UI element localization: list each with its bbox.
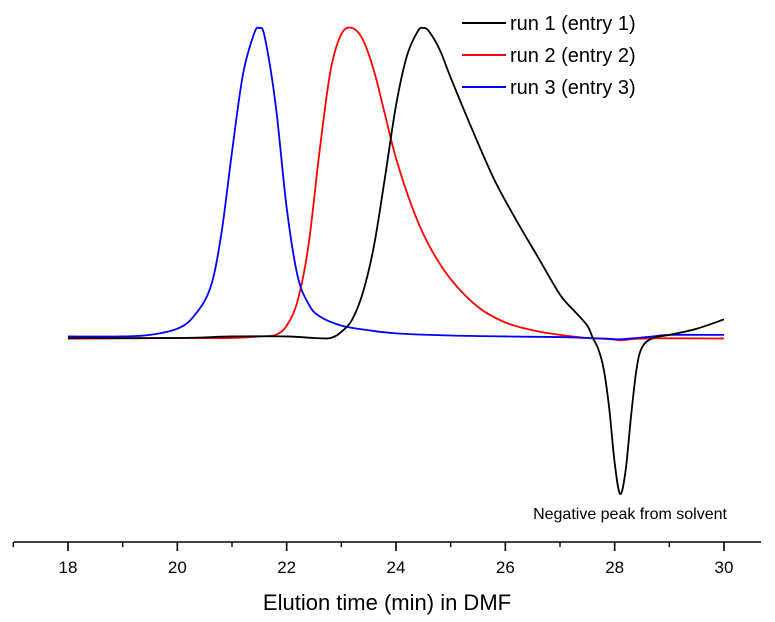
x-tick-label: 26 xyxy=(496,558,515,577)
x-tick-label: 28 xyxy=(605,558,624,577)
x-tick-label: 18 xyxy=(59,558,78,577)
series-line-run-2 xyxy=(67,26,725,342)
x-tick-label: 24 xyxy=(387,558,406,577)
series-line-run-1 xyxy=(67,26,725,495)
legend-label-run-1: run 1 (entry 1) xyxy=(510,13,636,35)
legend-label-run-2: run 2 (entry 2) xyxy=(510,45,636,67)
series-line-run-3 xyxy=(67,26,725,341)
x-axis-label: Elution time (min) in DMF xyxy=(263,590,511,615)
x-tick-label: 22 xyxy=(277,558,296,577)
x-ticks: 18 20 22 24 26 28 30 xyxy=(12,542,734,577)
series-layer xyxy=(67,26,725,495)
x-tick-label: 30 xyxy=(715,558,734,577)
legend-label-run-3: run 3 (entry 3) xyxy=(510,77,636,99)
x-tick-label: 20 xyxy=(168,558,187,577)
legend: run 1 (entry 1) run 2 (entry 2) run 3 (ent… xyxy=(462,13,636,99)
negative-peak-annotation: Negative peak from solvent xyxy=(533,506,727,523)
